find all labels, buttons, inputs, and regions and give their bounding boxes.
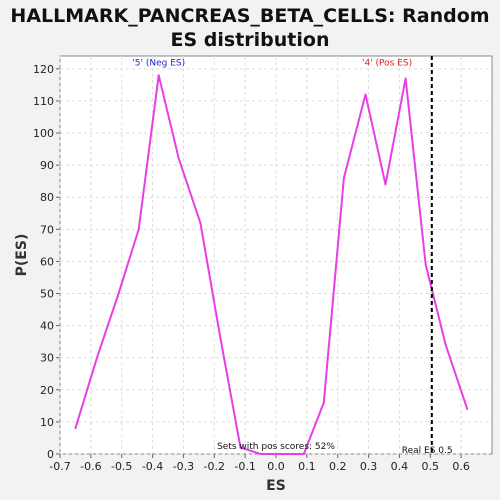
x-tick-label: 0.4 [391,460,409,473]
x-tick-label: -0.7 [49,460,70,473]
y-tick-label: 50 [40,288,54,301]
data-point [424,263,427,266]
x-tick-label: -0.1 [234,460,255,473]
annotations: '5' (Neg ES) '4' (Pos ES) Sets with pos sc… [132,59,452,456]
x-tick-label: -0.4 [142,460,163,473]
data-point [281,453,284,455]
chart-title-line-2: ES distribution [171,29,330,51]
x-tick-label: 0.1 [298,460,316,473]
data-point [404,77,407,80]
y-tick-label: 80 [40,191,54,204]
annotation-label: Sets with pos scores: 52% [217,442,335,452]
annotation-label: '5' (Neg ES) [132,59,185,69]
data-point [96,356,98,359]
data-point [466,408,469,410]
y-tick-label: 0 [47,448,54,461]
x-tick-label: -0.6 [80,460,101,473]
data-point [259,453,262,455]
x-tick-label: 0.2 [329,460,347,473]
y-tick-label: 110 [33,95,54,108]
x-tick-label: -0.5 [111,460,132,473]
x-axis-label: ES [266,478,286,494]
data-point [157,74,160,77]
data-point [74,427,77,430]
y-tick-label: 30 [40,352,54,365]
data-point [302,453,305,455]
x-tick-label: 0.0 [267,460,285,473]
y-axis-ticks: 0 10 20 30 40 50 60 70 80 90 100 110 120 [33,63,60,461]
y-tick-label: 10 [40,416,54,429]
y-tick-label: 20 [40,384,54,397]
series-line [74,74,469,455]
data-point [444,343,447,346]
x-tick-label: 0.6 [452,460,470,473]
y-tick-label: 100 [33,127,54,140]
data-point [364,93,367,96]
series-layer [74,74,469,455]
annotation-label: Real ES 0.5 [402,446,453,456]
data-point [342,177,345,179]
y-tick-label: 90 [40,159,54,172]
data-point [384,183,387,186]
y-tick-label: 70 [40,223,54,236]
data-point [239,446,242,449]
data-point [137,228,140,231]
grid [59,56,492,455]
x-tick-label: -0.2 [204,460,225,473]
y-axis-label: P(ES) [14,234,30,277]
y-tick-label: 40 [40,320,54,333]
x-tick-label: 0.3 [360,460,378,473]
chart-title-line-1: HALLMARK_PANCREAS_BETA_CELLS: Random [10,5,489,27]
data-point [219,337,222,340]
data-point [117,292,120,295]
x-axis-ticks: -0.7 -0.6 -0.5 -0.4 -0.3 -0.2 -0.1 0.0 0.1 0.2 0.3… [49,454,470,473]
x-tick-label: -0.3 [173,460,194,473]
x-tick-label: 0.5 [422,460,440,473]
data-point [177,157,180,160]
data-point [322,401,325,404]
annotation-label: '4' (Pos ES) [362,59,412,69]
data-point [199,222,202,224]
y-tick-label: 60 [40,255,54,268]
y-tick-label: 120 [33,63,54,76]
